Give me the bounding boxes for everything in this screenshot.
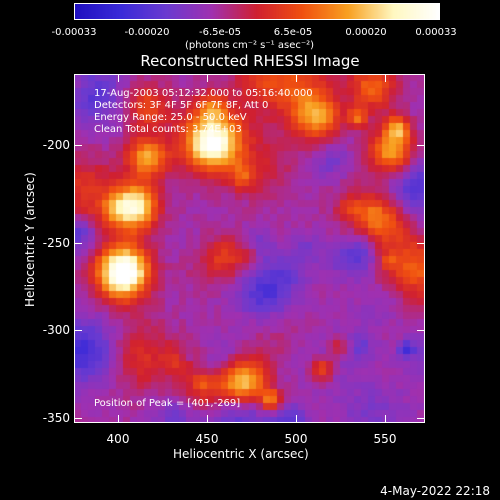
colorbar-tick: -0.00020: [124, 27, 170, 38]
info-detectors: Detectors: 3F 4F 5F 6F 7F 8F, Att 0: [94, 100, 269, 111]
plot-title: Reconstructed RHESSI Image: [140, 52, 360, 70]
colorbar-tick: 6.5e-05: [273, 27, 313, 38]
axis-tick-mark: [74, 330, 82, 331]
axis-tick-mark: [296, 74, 297, 82]
timestamp: 4-May-2022 22:18: [380, 484, 490, 498]
axis-tick-mark: [74, 243, 82, 244]
rhessi-image: [74, 74, 425, 423]
y-tick-label: -250: [42, 236, 70, 250]
axis-tick-mark: [296, 415, 297, 423]
info-energy: Energy Range: 25.0 - 50.0 keV: [94, 112, 247, 123]
x-tick-label: 400: [106, 432, 130, 446]
axis-tick-mark: [385, 74, 386, 82]
colorbar-tick: 0.00033: [415, 27, 457, 38]
x-tick-label: 450: [195, 432, 219, 446]
axis-tick-mark: [417, 243, 425, 244]
axis-tick-mark: [417, 145, 425, 146]
axis-tick-mark: [385, 415, 386, 423]
y-tick-label: -350: [42, 411, 70, 425]
axis-tick-mark: [74, 418, 82, 419]
info-clean: Clean Total counts: 3.74E+03: [94, 124, 242, 135]
colorbar: [74, 3, 440, 20]
axis-tick-mark: [118, 415, 119, 423]
info-peak: Position of Peak = [401,-269]: [94, 398, 241, 409]
y-axis: -200 -250 -300 -350: [0, 0, 70, 500]
axis-tick-mark: [74, 145, 82, 146]
y-tick-label: -300: [42, 323, 70, 337]
colorbar-tick: -0.00033: [51, 27, 97, 38]
y-tick-label: -200: [42, 138, 70, 152]
x-tick-label: 550: [373, 432, 397, 446]
axis-tick-mark: [417, 418, 425, 419]
axis-tick-mark: [417, 330, 425, 331]
colorbar-units: (photons cm⁻² s⁻¹ asec⁻²): [185, 40, 315, 51]
y-axis-label: Heliocentric Y (arcsec): [23, 172, 37, 307]
x-axis-label: Heliocentric X (arcsec): [173, 447, 309, 461]
info-time: 17-Aug-2003 05:12:32.000 to 05:16:40.000: [94, 88, 313, 99]
axis-tick-mark: [118, 74, 119, 82]
axis-tick-mark: [207, 415, 208, 423]
axis-tick-mark: [207, 74, 208, 82]
colorbar-tick: -6.5e-05: [199, 27, 241, 38]
colorbar-tick: 0.00020: [345, 27, 387, 38]
x-tick-label: 500: [284, 432, 308, 446]
